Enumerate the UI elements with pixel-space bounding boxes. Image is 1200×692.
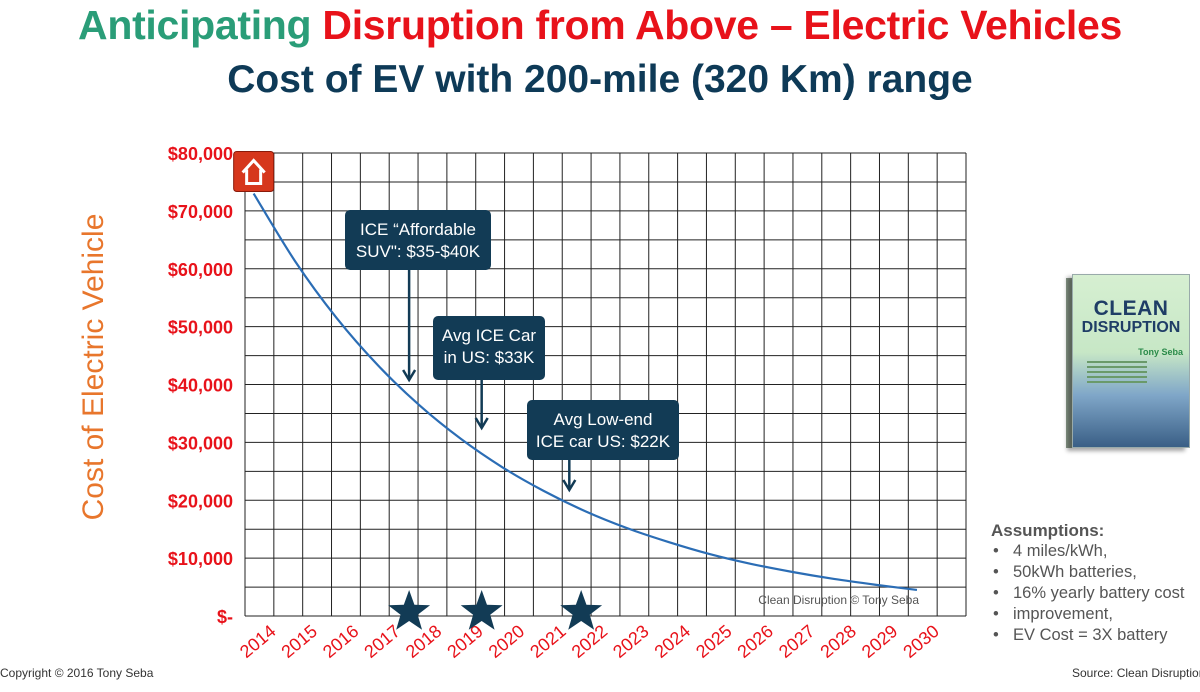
x-tick-label: 2029 [858, 621, 902, 662]
y-tick-label: $60,000 [168, 260, 233, 280]
assumptions-list: 4 miles/kWh, 50kWh batteries, 16% yearly… [991, 541, 1200, 646]
callout-box [345, 210, 491, 270]
y-tick-label: $20,000 [168, 491, 233, 511]
x-tick-label: 2026 [734, 621, 778, 662]
title-part-anticipating: Anticipating [78, 2, 312, 48]
source-text: Source: Clean Disruption [1072, 666, 1200, 680]
x-tick-label: 2018 [402, 621, 446, 662]
x-tick-label: 2025 [692, 621, 736, 662]
callout-arrow-head [562, 479, 577, 493]
chart-watermark: Clean Disruption © Tony Seba [758, 593, 919, 607]
book-cover-image: CLEAN DISRUPTION Tony Seba [1066, 270, 1190, 450]
x-tick-label: 2027 [775, 621, 819, 662]
x-tick-label: 2019 [443, 621, 487, 662]
assumption-item: EV Cost = 3X battery [991, 625, 1200, 646]
assumptions-box: Assumptions: 4 miles/kWh, 50kWh batterie… [991, 520, 1200, 646]
assumption-item: 16% yearly battery cost [991, 583, 1200, 604]
callout-text: Avg Low-end ICE car US: $22K [536, 410, 671, 451]
assumptions-heading: Assumptions: [991, 521, 1105, 540]
x-tick-label: 2023 [609, 621, 653, 662]
main-title: Anticipating Disruption from Above – Ele… [0, 2, 1200, 49]
book-cover: CLEAN DISRUPTION Tony Seba [1072, 274, 1190, 448]
y-tick-label: $30,000 [168, 433, 233, 453]
callout-box [433, 316, 545, 380]
book-title-line1: CLEAN [1093, 297, 1169, 320]
y-tick-label: $80,000 [168, 144, 233, 164]
x-tick-label: 2016 [319, 621, 363, 662]
book-title-line2: DISRUPTION [1081, 319, 1181, 336]
book-author: Tony Seba [1138, 347, 1183, 357]
callout-arrow-head [474, 417, 489, 431]
x-tick-label: 2028 [816, 621, 860, 662]
book-spine [1066, 278, 1073, 448]
y-tick-label: $50,000 [168, 318, 233, 338]
callout-text: Avg ICE Car in US: $33K [442, 326, 537, 367]
copyright-text: Copyright © 2016 Tony Seba [0, 666, 154, 680]
x-tick-label: 2015 [277, 621, 321, 662]
assumption-item: 50kWh batteries, [991, 562, 1200, 583]
milestone-star-icon [388, 590, 431, 630]
x-tick-label: 2022 [568, 621, 612, 662]
x-tick-label: 2021 [526, 621, 570, 662]
assumption-item: 4 miles/kWh, [991, 541, 1200, 562]
x-tick-label: 2030 [899, 621, 943, 662]
assumption-item: improvement, [991, 604, 1200, 625]
x-tick-label: 2014 [236, 621, 280, 662]
book-blurb-lines [1087, 361, 1147, 386]
milestone-star-icon [460, 590, 503, 630]
callout-text: ICE “Affordable SUV": $35-$40K [356, 220, 481, 261]
callout-arrow-head [402, 369, 417, 383]
ev-cost-line [252, 192, 918, 592]
callout-box [527, 400, 679, 460]
y-tick-label: $- [217, 607, 233, 627]
y-tick-label: $40,000 [168, 376, 233, 396]
milestone-star-icon [560, 590, 603, 630]
home-icon [233, 151, 275, 193]
y-tick-label: $70,000 [168, 202, 233, 222]
y-tick-label: $10,000 [168, 549, 233, 569]
home-icon-glyph [241, 158, 266, 186]
x-tick-label: 2024 [651, 621, 695, 662]
title-part-disruption: Disruption from Above – Electric Vehicle… [322, 2, 1122, 48]
subtitle: Cost of EV with 200-mile (320 Km) range [227, 58, 973, 101]
